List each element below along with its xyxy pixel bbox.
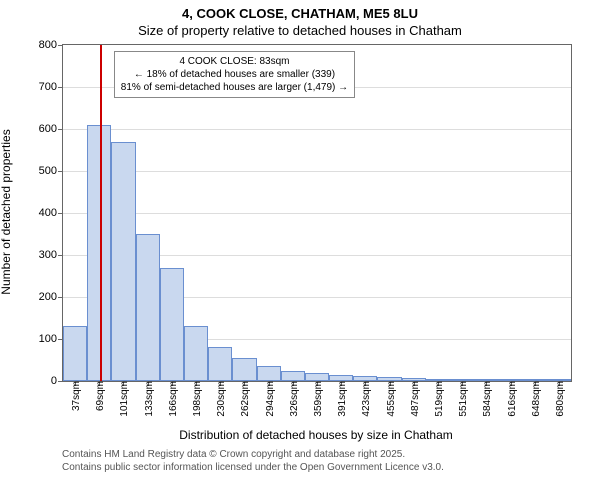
histogram-bar [232, 358, 256, 381]
x-tick-label: 680sqm [555, 381, 566, 417]
x-tick-label: 455sqm [386, 381, 397, 417]
x-tick-label: 294sqm [265, 381, 276, 417]
x-axis-label: Distribution of detached houses by size … [179, 428, 453, 442]
attribution-line2: Contains public sector information licen… [62, 461, 444, 474]
x-tick-label: 69sqm [95, 381, 106, 411]
y-tick-label: 400 [39, 207, 57, 219]
annotation-line1: 4 COOK CLOSE: 83sqm [121, 55, 348, 68]
histogram-bar [257, 366, 281, 381]
y-tick-label: 800 [39, 39, 57, 51]
y-tick-label: 200 [39, 291, 57, 303]
x-tick-label: 198sqm [192, 381, 203, 417]
y-tick-label: 0 [51, 375, 57, 387]
x-tick-label: 133sqm [144, 381, 155, 417]
x-tick-label: 648sqm [531, 381, 542, 417]
grid-line [63, 171, 571, 172]
grid-line [63, 129, 571, 130]
y-tick-mark [58, 45, 63, 46]
attribution-text: Contains HM Land Registry data © Crown c… [62, 448, 444, 474]
y-tick-mark [58, 213, 63, 214]
chart-title-line1: 4, COOK CLOSE, CHATHAM, ME5 8LU [0, 0, 600, 21]
grid-line [63, 213, 571, 214]
y-tick-label: 600 [39, 123, 57, 135]
y-tick-mark [58, 171, 63, 172]
x-tick-label: 391sqm [337, 381, 348, 417]
x-tick-label: 101sqm [119, 381, 130, 417]
x-tick-label: 230sqm [216, 381, 227, 417]
x-tick-label: 616sqm [507, 381, 518, 417]
histogram-bar [208, 347, 232, 381]
y-axis-label: Number of detached properties [0, 129, 13, 294]
annotation-line2: ← 18% of detached houses are smaller (33… [121, 68, 348, 81]
x-tick-label: 166sqm [168, 381, 179, 417]
x-tick-label: 519sqm [434, 381, 445, 417]
histogram-bar [160, 268, 184, 381]
histogram-bar [111, 142, 135, 381]
attribution-line1: Contains HM Land Registry data © Crown c… [62, 448, 444, 461]
chart-container: 4, COOK CLOSE, CHATHAM, ME5 8LU Size of … [0, 0, 600, 500]
histogram-bar [136, 234, 160, 381]
y-tick-mark [58, 255, 63, 256]
histogram-bar [281, 371, 305, 382]
x-tick-label: 487sqm [410, 381, 421, 417]
x-tick-label: 326sqm [289, 381, 300, 417]
x-tick-label: 37sqm [71, 381, 82, 411]
y-tick-label: 300 [39, 249, 57, 261]
x-tick-label: 551sqm [458, 381, 469, 417]
annotation-box: 4 COOK CLOSE: 83sqm ← 18% of detached ho… [114, 51, 355, 98]
x-tick-label: 584sqm [482, 381, 493, 417]
x-tick-label: 262sqm [240, 381, 251, 417]
y-tick-mark [58, 381, 63, 382]
histogram-bar [63, 326, 87, 381]
y-tick-label: 100 [39, 333, 57, 345]
plot-area: 4 COOK CLOSE: 83sqm ← 18% of detached ho… [62, 44, 572, 382]
reference-line [100, 45, 102, 381]
y-tick-mark [58, 297, 63, 298]
y-tick-mark [58, 129, 63, 130]
y-tick-label: 700 [39, 81, 57, 93]
annotation-line3: 81% of semi-detached houses are larger (… [121, 81, 348, 94]
x-tick-label: 423sqm [361, 381, 372, 417]
histogram-bar [184, 326, 208, 381]
y-tick-mark [58, 87, 63, 88]
chart-title-line2: Size of property relative to detached ho… [0, 21, 600, 38]
histogram-bar [305, 373, 329, 381]
x-tick-label: 359sqm [313, 381, 324, 417]
y-tick-label: 500 [39, 165, 57, 177]
